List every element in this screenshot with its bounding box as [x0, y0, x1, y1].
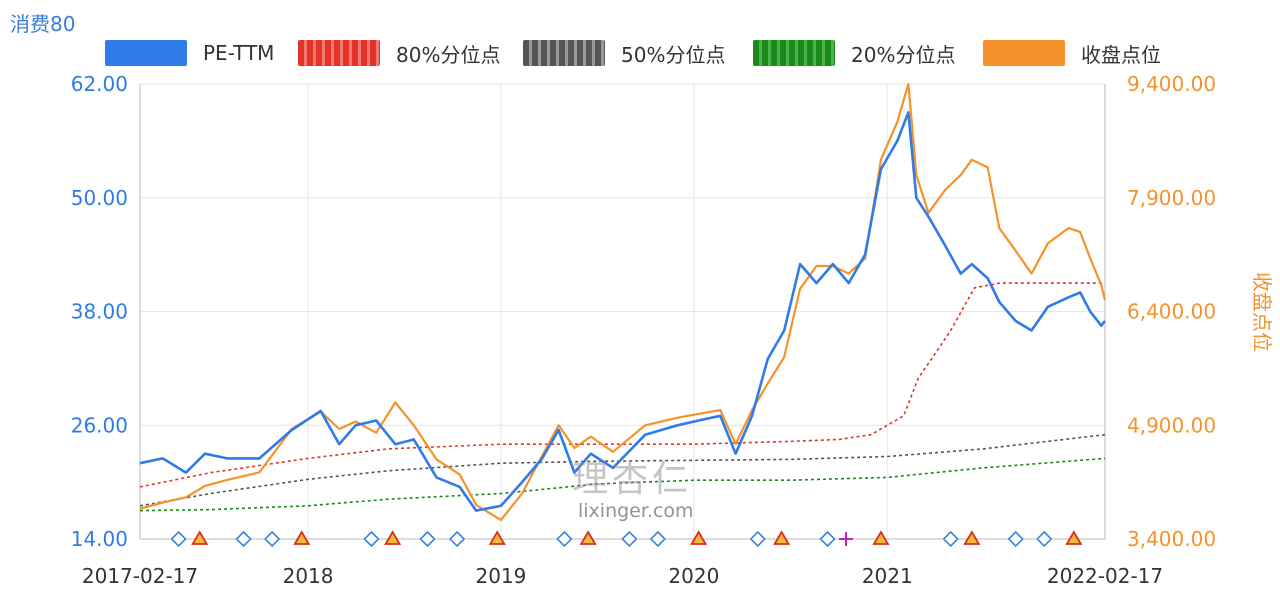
event-marker-triangle: [872, 530, 890, 545]
event-marker-diamond: [1036, 530, 1053, 548]
y-tick-label-left: 50.00: [71, 186, 128, 210]
legend-label-20: 20%分位点: [851, 42, 956, 67]
series-line-pe: [139, 111, 1107, 512]
event-marker-diamond: [819, 530, 836, 548]
legend-swatch-20: [753, 40, 835, 66]
y-tick-label-right: 6,400.00: [1127, 300, 1216, 324]
x-tick-label: 2021: [862, 564, 913, 588]
legend-swatch-80: [298, 40, 380, 66]
y-axis-label-right: 收盘点位: [1250, 272, 1274, 352]
legend-label-pe: PE-TTM: [203, 41, 275, 65]
series-line-close: [139, 82, 1107, 522]
x-tick-label: 2018: [283, 564, 334, 588]
watermark-url: lixinger.com: [578, 500, 694, 522]
y-tick-label-right: 7,900.00: [1127, 186, 1216, 210]
legend: PE-TTM 80%分位点 50%分位点 20%分位点 收盘点位: [105, 36, 1225, 70]
event-marker-diamond: [556, 530, 573, 548]
watermark-text: 理杏仁: [572, 459, 693, 500]
legend-swatch-50: [523, 40, 605, 66]
legend-swatch-pe: [105, 40, 187, 66]
y-tick-label-right: 3,400.00: [1127, 527, 1216, 551]
legend-label-80: 80%分位点: [396, 42, 501, 67]
event-marker-diamond: [649, 530, 667, 548]
event-marker-diamond: [448, 530, 466, 548]
event-marker-triangle: [963, 530, 981, 545]
x-tick-label: 2020: [668, 564, 719, 588]
y-tick-label-left: 14.00: [71, 527, 128, 551]
event-marker-diamond: [1007, 530, 1024, 548]
event-marker-diamond: [419, 530, 436, 548]
event-marker-diamond: [363, 530, 380, 548]
x-tick-label: 2017-02-17: [82, 564, 198, 588]
event-marker-diamond: [235, 530, 252, 548]
legend-item-close[interactable]: 收盘点位: [983, 36, 1161, 70]
y-tick-label-left: 38.00: [71, 300, 128, 324]
event-marker-triangle: [293, 530, 311, 545]
legend-item-20[interactable]: 20%分位点: [753, 36, 955, 70]
legend-label-50: 50%分位点: [621, 42, 726, 67]
legend-item-80[interactable]: 80%分位点: [298, 36, 500, 70]
x-tick-label: 2022-02-17: [1047, 564, 1163, 588]
event-marker-diamond: [621, 530, 638, 548]
y-tick-label-left: 62.00: [71, 72, 128, 96]
event-marker-triangle: [579, 530, 597, 545]
event-marker-diamond: [942, 530, 959, 548]
series-line-80: [139, 282, 1105, 488]
legend-label-close: 收盘点位: [1081, 42, 1161, 67]
legend-item-50[interactable]: 50%分位点: [523, 36, 725, 70]
event-marker-triangle: [1065, 530, 1083, 545]
legend-swatch-close: [983, 40, 1065, 66]
event-marker-triangle: [773, 530, 791, 545]
x-tick-label: 2019: [475, 564, 526, 588]
y-tick-label-left: 26.00: [71, 413, 128, 437]
event-marker-triangle: [384, 530, 402, 545]
series-line-20: [139, 457, 1106, 512]
event-marker-diamond: [263, 530, 281, 548]
event-marker-triangle: [690, 530, 708, 545]
event-marker-triangle: [191, 530, 209, 545]
event-marker-diamond: [749, 530, 766, 548]
event-marker-diamond: [170, 530, 187, 548]
chart-title: 消费80: [10, 12, 76, 36]
y-tick-label-right: 9,400.00: [1127, 72, 1216, 96]
event-marker-triangle: [488, 530, 506, 545]
series-line-50: [139, 433, 1106, 507]
y-tick-label-right: 4,900.00: [1127, 413, 1216, 437]
event-marker-plus: [839, 532, 854, 546]
legend-item-pe[interactable]: PE-TTM: [105, 36, 274, 70]
